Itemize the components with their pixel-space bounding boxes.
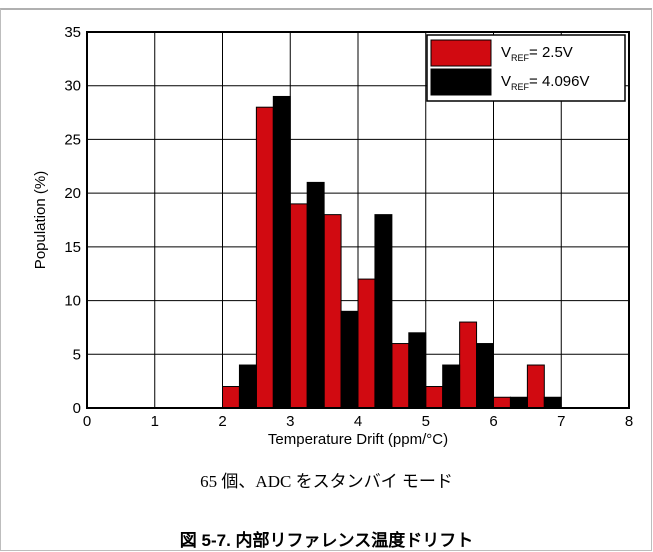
bar-series1-bin-0 <box>238 364 257 409</box>
bar-series1-bin-6 <box>442 364 461 409</box>
tick-labels: 0 1 2 3 4 5 6 7 8 0 5 10 15 20 25 30 35 <box>64 24 633 430</box>
x-tick-label-4: 4 <box>354 413 362 430</box>
y-tick-label-5: 25 <box>64 131 81 148</box>
legend-swatch-vref-4.096 <box>430 68 492 96</box>
bar-series0-bin-9 <box>526 364 545 409</box>
y-tick-label-0: 0 <box>73 400 81 417</box>
x-tick-label-0: 0 <box>83 413 91 430</box>
x-tick-label-5: 5 <box>422 413 430 430</box>
bar-series1-bin-7 <box>476 343 494 409</box>
legend-label-vref-4.096: VREF= 4.096V <box>501 73 589 92</box>
bar-series0-bin-7 <box>459 321 478 409</box>
x-tick-label-6: 6 <box>489 413 497 430</box>
measurement-note: 65 個、ADC をスタンバイ モード <box>200 472 453 491</box>
legend-label-vref-2.5: VREF= 2.5V <box>501 44 573 63</box>
bar-series0-bin-0 <box>222 386 240 409</box>
bar-series1-bin-4 <box>374 214 393 409</box>
y-axis-label: Population (%) <box>32 171 49 269</box>
histogram-chart: 0 1 2 3 4 5 6 7 8 0 5 10 15 20 25 30 35 Temperature Drif… <box>32 24 633 448</box>
x-tick-label-3: 3 <box>286 413 294 430</box>
y-tick-label-1: 5 <box>73 346 81 363</box>
x-tick-label-1: 1 <box>151 413 159 430</box>
y-tick-label-2: 10 <box>64 293 81 310</box>
bar-series1-bin-3 <box>340 310 359 409</box>
figure-frame <box>0 8 652 551</box>
legend-swatch-vref-2.5 <box>430 39 492 67</box>
bar-series0-bin-1 <box>255 106 274 409</box>
bar-series0-bin-6 <box>425 386 444 409</box>
y-tick-label-7: 35 <box>64 24 81 41</box>
bar-series1-bin-2 <box>306 181 325 409</box>
bar-series0-bin-3 <box>323 214 342 409</box>
bar-series1-bin-5 <box>408 332 427 409</box>
x-tick-label-8: 8 <box>625 413 633 430</box>
bar-series1-bin-1 <box>272 95 291 409</box>
bar-series0-bin-4 <box>357 278 376 409</box>
bar-series1-bin-8 <box>509 396 528 409</box>
bars <box>222 95 562 409</box>
bar-series0-bin-8 <box>493 396 511 409</box>
y-tick-label-4: 20 <box>64 185 81 202</box>
y-tick-label-6: 30 <box>64 78 81 95</box>
y-tick-label-3: 15 <box>64 239 81 256</box>
x-tick-label-7: 7 <box>557 413 565 430</box>
figure-caption: 図 5-7. 内部リファレンス温度ドリフト <box>179 531 474 550</box>
bar-series0-bin-5 <box>391 343 410 409</box>
plot-border <box>86 31 630 409</box>
x-axis-label: Temperature Drift (ppm/°C) <box>268 431 448 448</box>
x-tick-label-2: 2 <box>218 413 226 430</box>
legend: VREF= 2.5V VREF= 4.096V <box>426 34 626 102</box>
bar-series0-bin-2 <box>289 203 308 409</box>
bar-series1-bin-9 <box>543 396 562 409</box>
